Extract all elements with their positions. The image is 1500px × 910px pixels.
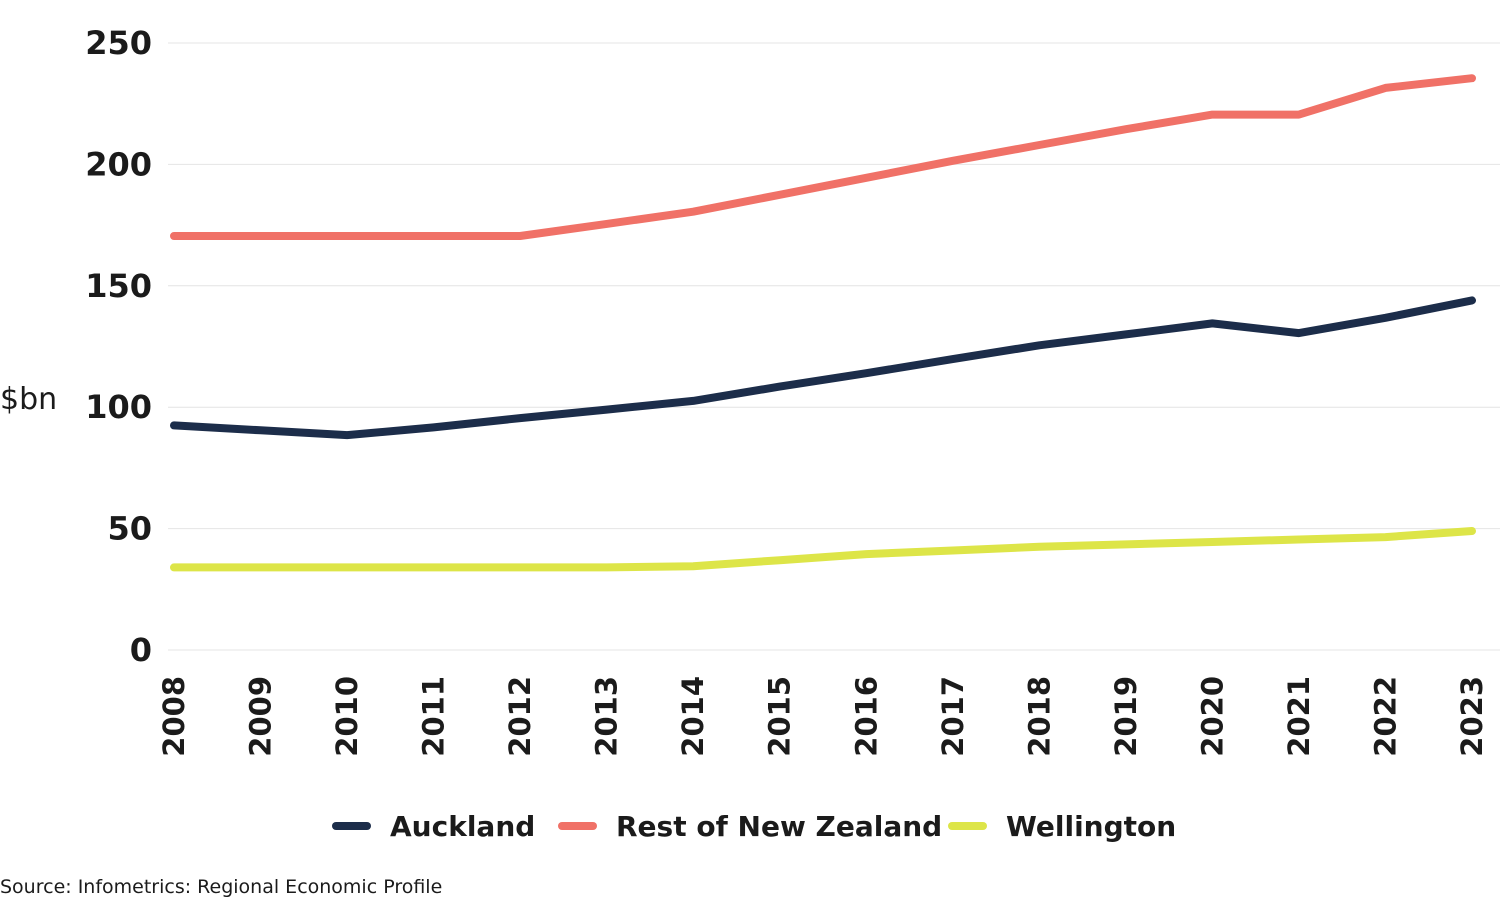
x-tick-label: 2017 <box>936 676 970 757</box>
y-tick-label: 100 <box>85 388 152 426</box>
x-axis-tick-labels: 2008 2009 2010 2011 2012 2013 2014 2015 2016 2017… <box>157 676 1489 757</box>
x-tick-label: 2018 <box>1022 676 1056 757</box>
x-tick-label: 2010 <box>330 676 364 757</box>
series-line-auckland <box>170 296 1476 440</box>
x-tick-label: 2009 <box>244 676 278 757</box>
y-axis-tick-labels: 0 50 100 150 200 250 <box>85 24 152 669</box>
x-tick-label: 2020 <box>1195 676 1229 757</box>
y-tick-label: 250 <box>85 24 152 62</box>
series-lines <box>170 74 1476 572</box>
x-tick-label: 2021 <box>1282 676 1316 757</box>
x-tick-label: 2011 <box>417 676 451 757</box>
y-axis-label: $bn <box>0 382 57 417</box>
gridlines <box>168 42 1500 651</box>
legend-label-auckland: Auckland <box>390 810 535 843</box>
x-tick-label: 2015 <box>763 676 797 757</box>
legend-label-wellington: Wellington <box>1006 810 1176 843</box>
legend: Auckland Rest of New Zealand Wellington <box>332 810 1176 843</box>
series-line-wellington <box>170 527 1476 572</box>
x-tick-label: 2014 <box>676 676 710 757</box>
y-tick-label: 0 <box>130 631 152 669</box>
y-tick-label: 50 <box>107 510 152 548</box>
x-tick-label: 2016 <box>849 676 883 757</box>
series-line-rest-of-new-zealand <box>170 74 1476 240</box>
legend-label-rest-of-new-zealand: Rest of New Zealand <box>616 810 942 843</box>
x-tick-label: 2022 <box>1369 676 1403 757</box>
y-tick-label: 200 <box>85 145 152 183</box>
y-tick-label: 150 <box>85 267 152 305</box>
x-tick-label: 2008 <box>157 676 191 757</box>
x-tick-label: 2013 <box>590 676 624 757</box>
x-tick-label: 2023 <box>1455 676 1489 757</box>
x-tick-label: 2019 <box>1109 676 1143 757</box>
x-tick-label: 2012 <box>503 676 537 757</box>
source-note: Source: Infometrics: Regional Economic P… <box>0 876 442 898</box>
